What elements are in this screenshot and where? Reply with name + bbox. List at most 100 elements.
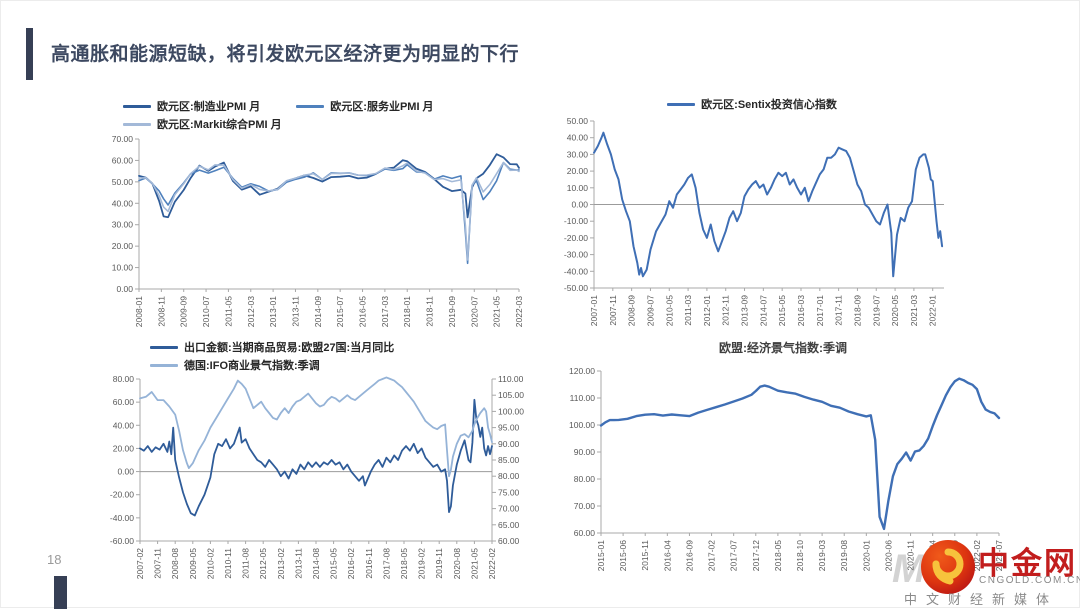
svg-text:100.00: 100.00	[569, 420, 595, 430]
svg-text:2019-03: 2019-03	[817, 540, 827, 571]
svg-text:2020-07: 2020-07	[469, 296, 479, 327]
svg-text:80.00: 80.00	[113, 375, 135, 384]
svg-text:2008-09: 2008-09	[627, 295, 637, 326]
chart-title: 欧盟:经济景气指数:季调	[719, 341, 847, 355]
svg-text:60.00: 60.00	[112, 155, 134, 165]
svg-text:2010-02: 2010-02	[205, 548, 215, 579]
svg-text:2017-07: 2017-07	[729, 540, 739, 571]
svg-text:2017-03: 2017-03	[380, 296, 390, 327]
series-line-0	[593, 131, 944, 278]
svg-text:2014-08: 2014-08	[311, 548, 321, 579]
svg-text:85.00: 85.00	[498, 455, 520, 465]
svg-text:-40.00: -40.00	[564, 266, 588, 276]
legend-item: 欧元区:Markit综合PMI 月	[123, 116, 282, 132]
sentix-line-plot: 50.00 40.00 30.00 20.00 10.00 0.00 -10.00 -20.0…	[564, 116, 944, 326]
svg-text:2019-11: 2019-11	[434, 548, 444, 579]
svg-text:30.00: 30.00	[567, 149, 589, 159]
legend-line-swatch	[123, 122, 151, 126]
title-accent-bar	[26, 28, 33, 80]
svg-text:90.00: 90.00	[574, 447, 596, 457]
svg-text:2012-03: 2012-03	[246, 296, 256, 327]
svg-text:40.00: 40.00	[112, 198, 134, 208]
svg-text:30.00: 30.00	[112, 220, 134, 230]
svg-text:2016-03: 2016-03	[796, 295, 806, 326]
chart-exports-ifo: 出口金额:当期商品贸易:欧盟27国:当月同比 德国:IFO商业景气指数:季调 80…	[94, 337, 546, 595]
page-number: 18	[47, 552, 62, 567]
svg-text:2011-03: 2011-03	[683, 295, 693, 326]
svg-text:60.00: 60.00	[498, 536, 520, 546]
svg-text:2017-01: 2017-01	[815, 295, 825, 326]
svg-text:80.00: 80.00	[498, 471, 520, 481]
svg-text:2017-12: 2017-12	[751, 540, 761, 571]
svg-text:95.00: 95.00	[498, 423, 520, 433]
svg-text:90.00: 90.00	[498, 439, 520, 449]
svg-text:105.00: 105.00	[498, 390, 524, 400]
svg-text:2017-11: 2017-11	[834, 295, 844, 326]
legend-item: 德国:IFO商业景气指数:季调	[150, 357, 320, 373]
svg-text:2013-01: 2013-01	[268, 296, 278, 327]
svg-text:60.00: 60.00	[113, 397, 135, 407]
legend-label: 欧元区:服务业PMI 月	[330, 101, 434, 113]
legend-line-swatch	[123, 104, 151, 108]
svg-text:2008-08: 2008-08	[170, 548, 180, 579]
svg-text:2018-05: 2018-05	[773, 540, 783, 571]
svg-text:2007-02: 2007-02	[135, 548, 145, 579]
svg-text:80.00: 80.00	[574, 474, 596, 484]
svg-text:100.00: 100.00	[498, 406, 524, 416]
svg-text:2014-09: 2014-09	[313, 296, 323, 327]
svg-text:2022-07: 2022-07	[994, 540, 1004, 571]
svg-text:2007-11: 2007-11	[608, 295, 618, 326]
svg-text:40.00: 40.00	[113, 420, 135, 430]
cngold-logo-icon	[921, 540, 975, 594]
svg-text:2022-02: 2022-02	[487, 548, 497, 579]
svg-text:2020-06: 2020-06	[883, 540, 893, 571]
svg-text:2015-11: 2015-11	[640, 540, 650, 571]
svg-text:2015-07: 2015-07	[335, 296, 345, 327]
svg-text:2015-05: 2015-05	[777, 295, 787, 326]
svg-text:2020-08: 2020-08	[452, 548, 462, 579]
chart-eurozone-pmi: 欧元区:制造业PMI 月 欧元区:服务业PMI 月欧元区:Markit综合PMI …	[99, 95, 531, 339]
svg-text:60.00: 60.00	[574, 528, 596, 538]
svg-text:2016-04: 2016-04	[662, 540, 672, 571]
chart-legend: 欧元区:制造业PMI 月 欧元区:服务业PMI 月欧元区:Markit综合PMI …	[99, 95, 531, 135]
svg-text:70.00: 70.00	[112, 135, 134, 144]
svg-text:110.00: 110.00	[498, 375, 524, 384]
svg-text:2013-11: 2013-11	[290, 296, 300, 327]
svg-text:120.00: 120.00	[569, 366, 595, 376]
svg-text:20.00: 20.00	[112, 241, 134, 251]
svg-text:2008-01: 2008-01	[134, 296, 144, 327]
svg-text:2017-08: 2017-08	[381, 548, 391, 579]
watermark-domain: CNGOLD.COM.CN	[979, 575, 1080, 586]
legend-line-swatch	[667, 102, 696, 106]
svg-text:2009-05: 2009-05	[188, 548, 198, 579]
svg-text:2022-01: 2022-01	[928, 295, 938, 326]
svg-text:2011-08: 2011-08	[241, 548, 251, 579]
svg-text:2012-01: 2012-01	[702, 295, 712, 326]
legend-label: 欧元区:Sentix投资信心指数	[701, 99, 837, 111]
svg-text:2013-09: 2013-09	[740, 295, 750, 326]
pmi-line-plot: 70.0060.0050.0040.0030.0020.0010.000.002…	[112, 134, 524, 327]
legend-item: 欧元区:服务业PMI 月	[296, 98, 434, 114]
svg-text:2009-07: 2009-07	[645, 295, 655, 326]
svg-text:-40.00: -40.00	[110, 513, 134, 523]
svg-text:20.00: 20.00	[113, 443, 135, 453]
svg-text:2018-09: 2018-09	[852, 295, 862, 326]
svg-text:10.00: 10.00	[112, 263, 134, 273]
legend-label: 出口金额:当期商品贸易:欧盟27国:当月同比	[184, 342, 395, 354]
exports-ifo-line-plot: 80.00 60.00 40.00 20.00 0.00 -20.00 -40.00 -60.…	[110, 374, 524, 579]
chart-sentix-confidence: 欧元区:Sentix投资信心指数 50.00 40.00 30.00 20.00 10.…	[546, 91, 958, 340]
svg-text:2018-10: 2018-10	[795, 540, 805, 571]
svg-text:2020-05: 2020-05	[890, 295, 900, 326]
svg-text:50.00: 50.00	[567, 117, 589, 126]
legend-item: 出口金额:当期商品贸易:欧盟27国:当月同比	[150, 339, 394, 355]
legend-line-swatch	[296, 104, 325, 108]
svg-text:110.00: 110.00	[570, 393, 596, 403]
svg-text:2019-02: 2019-02	[417, 548, 427, 579]
legend-line-swatch	[150, 345, 178, 349]
legend-label: 德国:IFO商业景气指数:季调	[184, 360, 320, 372]
svg-text:2018-11: 2018-11	[425, 296, 435, 327]
svg-text:2016-02: 2016-02	[346, 548, 356, 579]
chart-legend: 欧元区:Sentix投资信心指数	[546, 91, 958, 117]
svg-text:2008-11: 2008-11	[156, 296, 166, 327]
svg-text:-50.00: -50.00	[564, 283, 588, 293]
